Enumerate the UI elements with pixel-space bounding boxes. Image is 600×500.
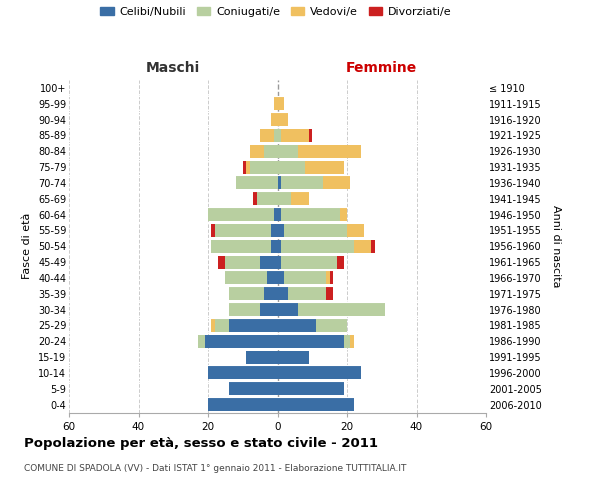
Bar	[226, 256, 260, 268]
Bar	[284, 224, 347, 237]
Bar	[277, 303, 298, 316]
Bar	[246, 160, 250, 173]
Bar	[229, 303, 260, 316]
Text: Femmine: Femmine	[346, 61, 418, 75]
Bar	[277, 113, 288, 126]
Bar	[277, 145, 298, 158]
Bar	[274, 129, 277, 142]
Bar	[316, 319, 347, 332]
Bar	[288, 288, 326, 300]
Bar	[277, 256, 281, 268]
Bar	[277, 350, 309, 364]
Text: Popolazione per età, sesso e stato civile - 2011: Popolazione per età, sesso e stato civil…	[24, 438, 378, 450]
Bar	[253, 192, 257, 205]
Bar	[208, 208, 274, 221]
Bar	[277, 240, 281, 252]
Bar	[281, 256, 337, 268]
Bar	[309, 129, 312, 142]
Bar	[211, 224, 215, 237]
Y-axis label: Anni di nascita: Anni di nascita	[551, 205, 561, 288]
Bar	[281, 176, 323, 190]
Bar	[260, 303, 277, 316]
Bar	[277, 160, 305, 173]
Legend: Celibi/Nubili, Coniugati/e, Vedovi/e, Divorziati/e: Celibi/Nubili, Coniugati/e, Vedovi/e, Di…	[100, 6, 452, 16]
Bar	[236, 176, 277, 190]
Y-axis label: Fasce di età: Fasce di età	[22, 213, 32, 280]
Bar	[211, 319, 215, 332]
Bar	[326, 288, 333, 300]
Bar	[250, 160, 277, 173]
Bar	[344, 335, 350, 347]
Bar	[229, 288, 263, 300]
Bar	[229, 382, 277, 395]
Bar	[277, 224, 284, 237]
Bar	[277, 272, 284, 284]
Bar	[277, 288, 288, 300]
Bar	[281, 240, 354, 252]
Bar	[205, 335, 277, 347]
Bar	[277, 382, 344, 395]
Bar	[337, 256, 344, 268]
Bar	[211, 240, 271, 252]
Bar	[277, 192, 292, 205]
Bar	[298, 145, 361, 158]
Text: Maschi: Maschi	[146, 61, 200, 75]
Bar	[215, 319, 229, 332]
Bar	[350, 335, 354, 347]
Bar	[277, 319, 316, 332]
Bar	[218, 256, 226, 268]
Bar	[329, 272, 333, 284]
Bar	[260, 256, 277, 268]
Bar	[277, 398, 354, 411]
Bar	[292, 192, 309, 205]
Bar	[260, 129, 274, 142]
Bar	[354, 240, 371, 252]
Bar	[271, 224, 277, 237]
Bar	[257, 192, 277, 205]
Bar	[371, 240, 375, 252]
Bar	[284, 272, 326, 284]
Bar	[274, 208, 277, 221]
Bar	[226, 272, 267, 284]
Bar	[281, 208, 340, 221]
Bar	[274, 98, 277, 110]
Bar	[323, 176, 350, 190]
Bar	[347, 224, 364, 237]
Bar	[340, 208, 347, 221]
Bar	[215, 224, 271, 237]
Bar	[305, 160, 344, 173]
Bar	[246, 350, 277, 364]
Bar	[277, 176, 281, 190]
Bar	[277, 366, 361, 380]
Bar	[197, 335, 205, 347]
Bar	[208, 398, 277, 411]
Bar	[271, 113, 277, 126]
Bar	[281, 129, 309, 142]
Bar	[298, 303, 385, 316]
Bar	[277, 335, 344, 347]
Bar	[250, 145, 263, 158]
Text: COMUNE DI SPADOLA (VV) - Dati ISTAT 1° gennaio 2011 - Elaborazione TUTTITALIA.IT: COMUNE DI SPADOLA (VV) - Dati ISTAT 1° g…	[24, 464, 406, 473]
Bar	[271, 240, 277, 252]
Bar	[267, 272, 277, 284]
Bar	[277, 98, 284, 110]
Bar	[243, 160, 246, 173]
Bar	[208, 366, 277, 380]
Bar	[263, 145, 277, 158]
Bar	[277, 129, 281, 142]
Bar	[326, 272, 329, 284]
Bar	[277, 208, 281, 221]
Bar	[263, 288, 277, 300]
Bar	[229, 319, 277, 332]
